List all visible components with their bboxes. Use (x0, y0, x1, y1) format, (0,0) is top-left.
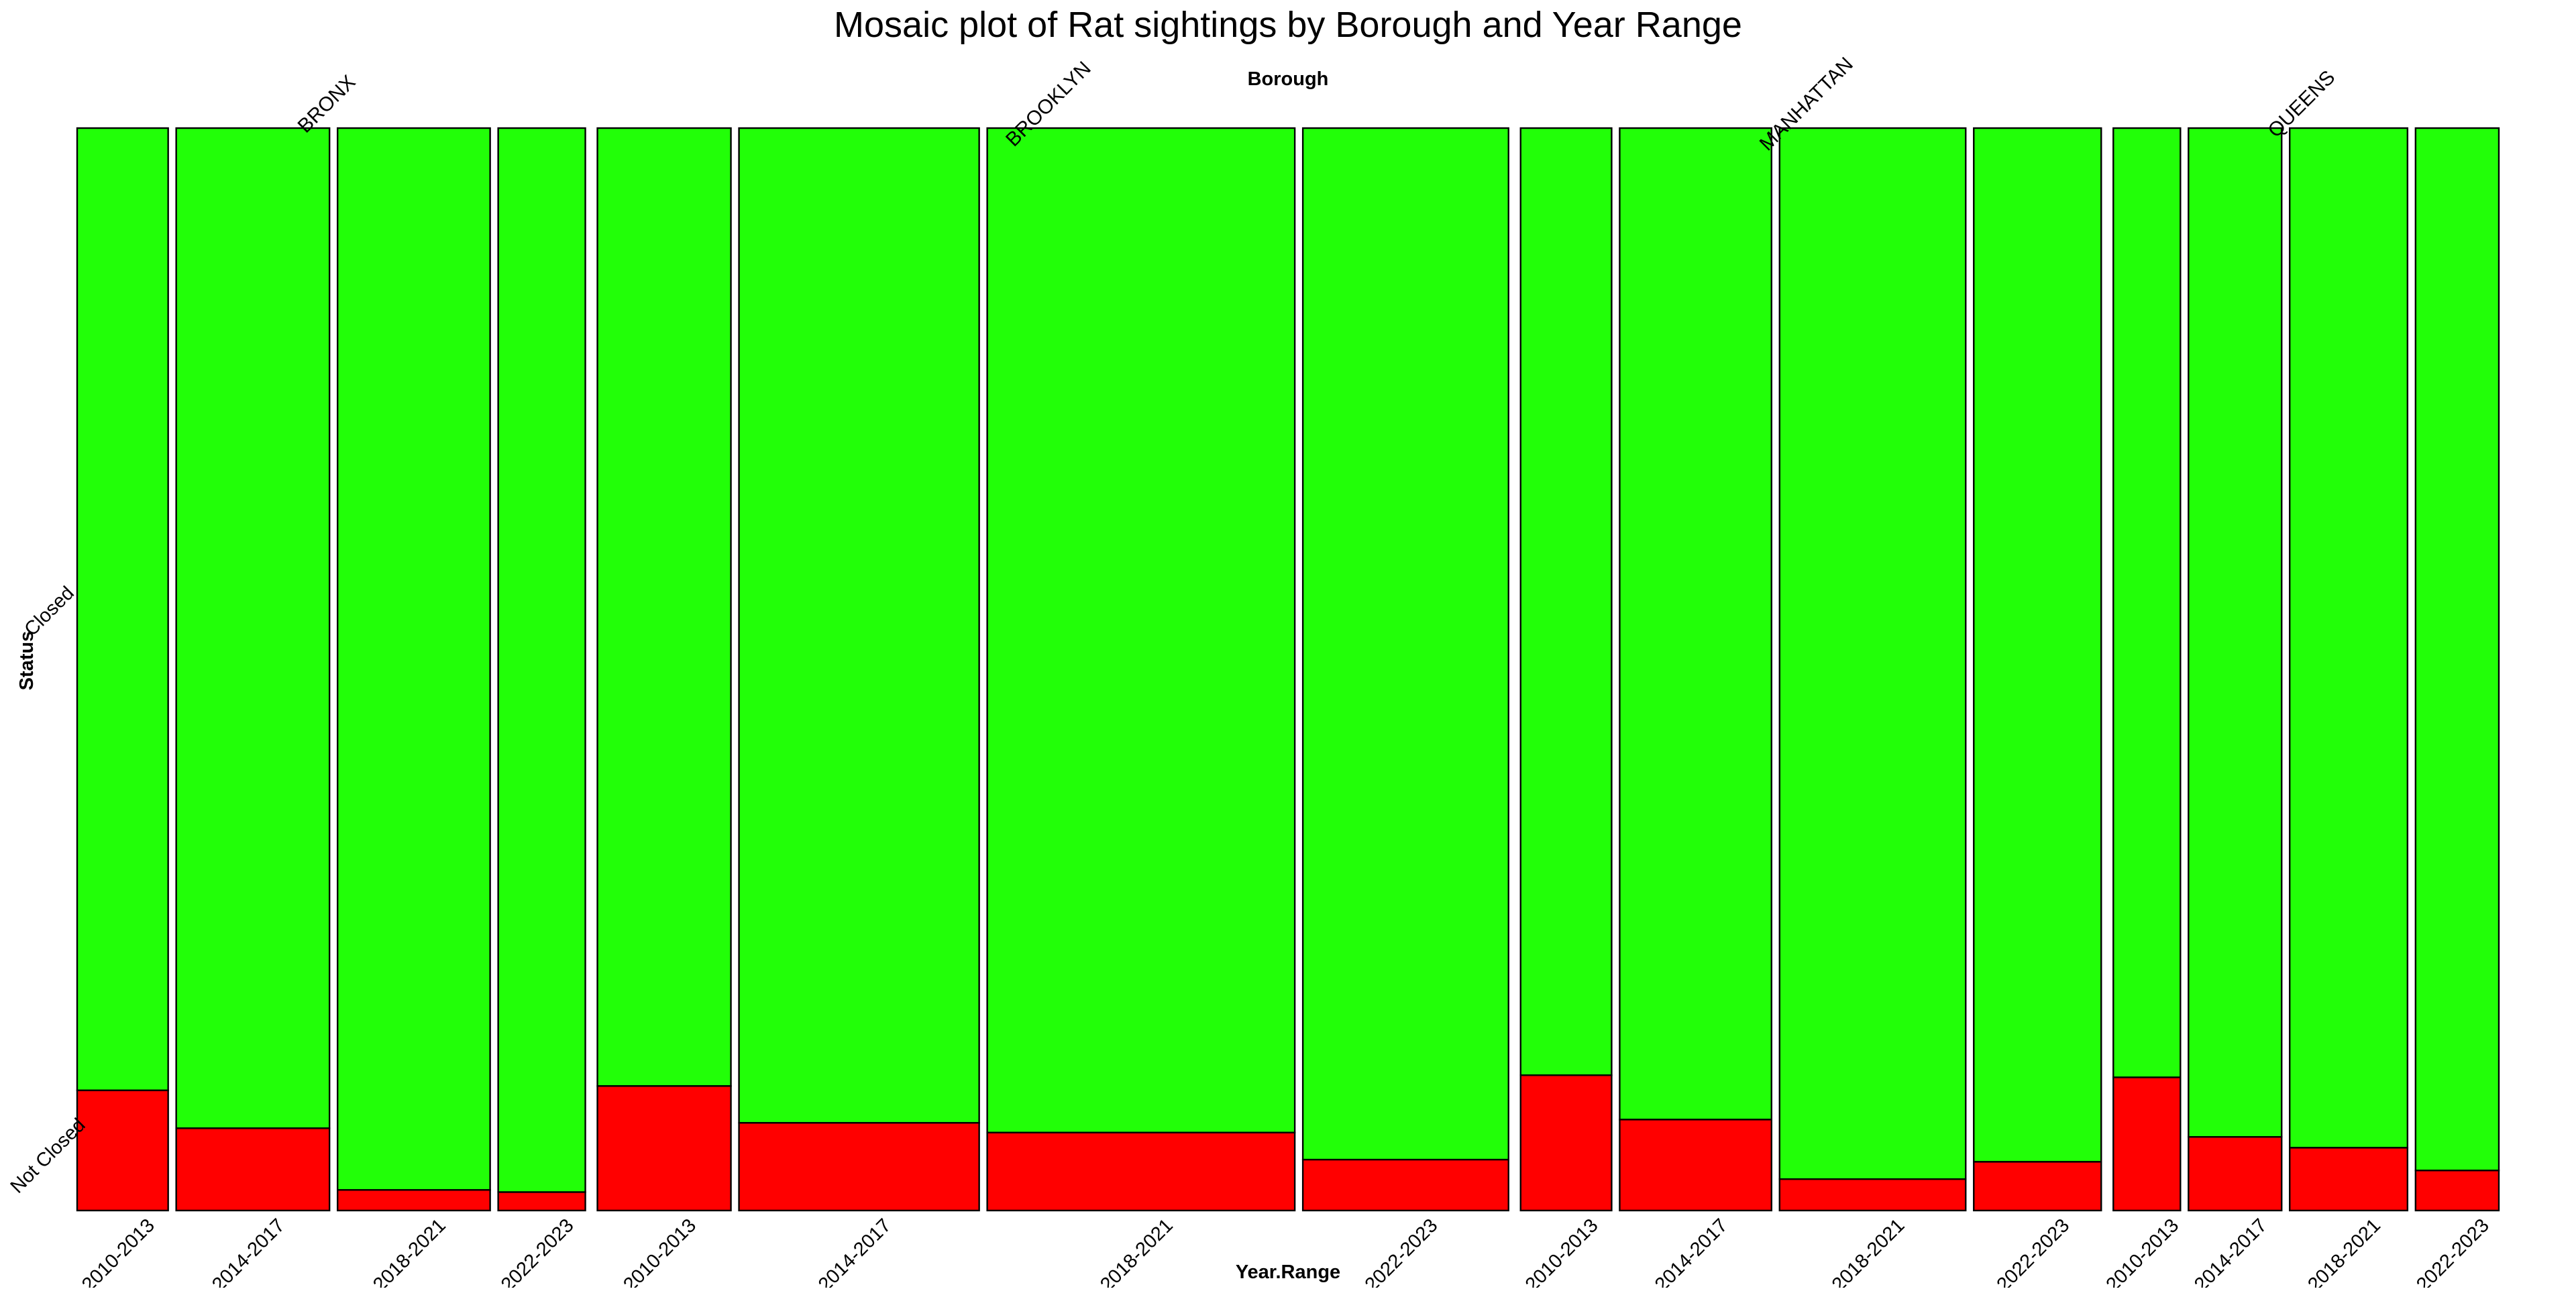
cell-closed-brooklyn-2022-2023 (1301, 127, 1509, 1161)
cell-not-closed-bronx-2014-2017 (175, 1127, 331, 1212)
cell-not-closed-bronx-2018-2021 (336, 1189, 491, 1212)
year-range-label-queens-2018-2021: 2018-2021 (2304, 1215, 2385, 1288)
year-range-label-brooklyn-2014-2017: 2014-2017 (814, 1215, 896, 1288)
cell-not-closed-bronx-2022-2023 (497, 1191, 586, 1212)
cell-closed-brooklyn-2014-2017 (738, 127, 980, 1124)
status-label-closed: Closed (20, 582, 78, 640)
year-range-label-manhattan-2018-2021: 2018-2021 (1828, 1215, 1909, 1288)
year-range-label-bronx-2022-2023: 2022-2023 (497, 1215, 578, 1288)
cell-closed-manhattan-2014-2017 (1619, 127, 1772, 1121)
cell-closed-manhattan-2018-2021 (1778, 127, 1967, 1180)
year-range-label-bronx-2018-2021: 2018-2021 (369, 1215, 450, 1288)
year-range-label-queens-2014-2017: 2014-2017 (2190, 1215, 2271, 1288)
cell-not-closed-queens-2014-2017 (2188, 1136, 2283, 1212)
cell-not-closed-queens-2022-2023 (2414, 1170, 2500, 1212)
year-range-label-brooklyn-2018-2021: 2018-2021 (1096, 1215, 1177, 1288)
side-variable-label: Status (16, 631, 38, 691)
cell-closed-bronx-2010-2013 (76, 127, 169, 1092)
year-range-label-brooklyn-2010-2013: 2010-2013 (619, 1215, 700, 1288)
cell-not-closed-manhattan-2010-2013 (1519, 1074, 1613, 1212)
cell-not-closed-brooklyn-2022-2023 (1301, 1158, 1509, 1212)
cell-closed-bronx-2022-2023 (497, 127, 586, 1193)
cell-not-closed-brooklyn-2014-2017 (738, 1122, 980, 1212)
top-variable-label: Borough (1248, 68, 1329, 90)
year-range-label-bronx-2010-2013: 2010-2013 (78, 1215, 159, 1288)
cell-closed-brooklyn-2018-2021 (986, 127, 1296, 1133)
year-range-label-manhattan-2014-2017: 2014-2017 (1651, 1215, 1732, 1288)
year-range-label-bronx-2014-2017: 2014-2017 (208, 1215, 289, 1288)
cell-closed-queens-2018-2021 (2289, 127, 2409, 1149)
cell-not-closed-manhattan-2018-2021 (1778, 1178, 1967, 1212)
cells-layer (76, 127, 2500, 1212)
cell-closed-queens-2022-2023 (2414, 127, 2500, 1172)
cell-closed-manhattan-2010-2013 (1519, 127, 1613, 1076)
cell-not-closed-manhattan-2022-2023 (1973, 1161, 2102, 1212)
cell-not-closed-bronx-2010-2013 (76, 1089, 169, 1212)
year-range-label-queens-2022-2023: 2022-2023 (2412, 1215, 2493, 1288)
chart-title: Mosaic plot of Rat sightings by Borough … (834, 5, 1742, 45)
cell-closed-manhattan-2022-2023 (1973, 127, 2102, 1163)
cell-not-closed-brooklyn-2010-2013 (596, 1085, 732, 1212)
cell-closed-queens-2010-2013 (2112, 127, 2182, 1078)
year-range-label-manhattan-2010-2013: 2010-2013 (1521, 1215, 1603, 1288)
cell-not-closed-queens-2018-2021 (2289, 1147, 2409, 1212)
bottom-variable-label: Year.Range (1236, 1261, 1340, 1283)
cell-closed-brooklyn-2010-2013 (596, 127, 732, 1087)
cell-closed-bronx-2014-2017 (175, 127, 331, 1129)
year-range-label-queens-2010-2013: 2010-2013 (2102, 1215, 2184, 1288)
cell-not-closed-queens-2010-2013 (2112, 1076, 2182, 1212)
year-range-label-manhattan-2022-2023: 2022-2023 (1993, 1215, 2074, 1288)
cell-closed-bronx-2018-2021 (336, 127, 491, 1191)
cell-not-closed-brooklyn-2018-2021 (986, 1131, 1296, 1212)
year-range-label-brooklyn-2022-2023: 2022-2023 (1361, 1215, 1442, 1288)
cell-closed-queens-2014-2017 (2188, 127, 2283, 1138)
cell-not-closed-manhattan-2014-2017 (1619, 1119, 1772, 1212)
